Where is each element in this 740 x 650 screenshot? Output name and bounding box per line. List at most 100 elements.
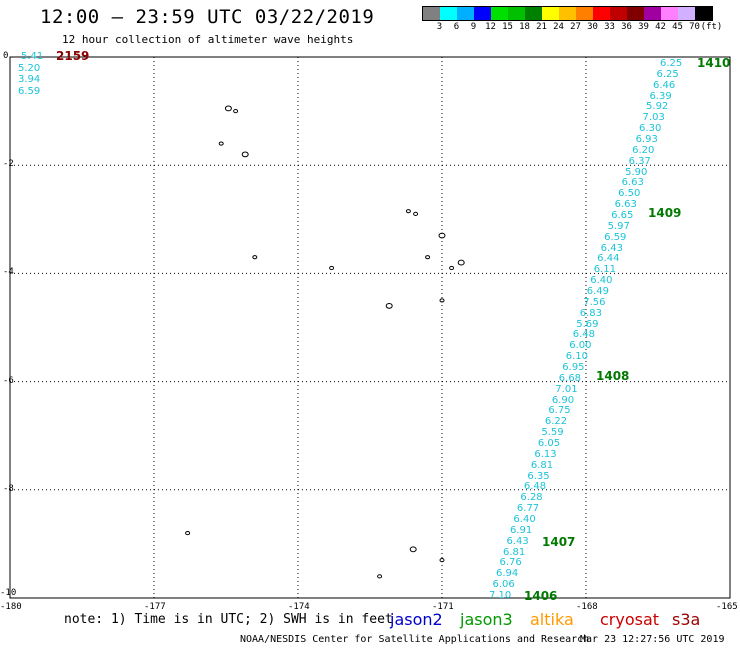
page-subtitle: 12 hour collection of altimeter wave hei…: [62, 33, 354, 46]
x-tick-label: -180: [0, 602, 22, 612]
track-swh-value: 6.75: [548, 405, 571, 417]
track-swh-value: 5.69: [576, 318, 599, 330]
colorbar-label: 70: [689, 22, 700, 32]
x-tick-label: -177: [144, 602, 166, 612]
track-swh-value: 5.90: [625, 166, 648, 178]
track-swh-value: 6.63: [614, 199, 637, 211]
island-outline: [385, 302, 393, 309]
satellite-legend-jason3: jason3: [460, 610, 513, 629]
colorbar-label: 42: [655, 22, 666, 32]
colorbar-swatch: [542, 7, 559, 20]
track-swh-value: 6.48: [523, 481, 547, 493]
island-outline: [439, 298, 445, 303]
map-frame: [9, 56, 731, 599]
track-swh-value: 6.05: [537, 438, 561, 449]
track-swh-value: 5.92: [646, 101, 669, 113]
colorbar-swatch: [559, 7, 576, 20]
x-tick-label: -174: [288, 602, 310, 612]
satellite-legend-cryosat: cryosat: [600, 610, 660, 629]
colorbar-swatch: [576, 7, 593, 20]
pass-time-label: 1410: [697, 56, 731, 70]
track-swh-value: 6.91: [509, 524, 533, 536]
track-swh-value: 6.48: [572, 329, 596, 341]
pass-time-label: 1406: [524, 589, 558, 603]
island-outline: [377, 574, 383, 579]
track-swh-value: 5.97: [607, 220, 630, 232]
colorbar-swatch: [610, 7, 627, 20]
colorbar-swatch: [508, 7, 525, 20]
track-swh-value: 6.94: [495, 568, 519, 580]
island-outline: [438, 232, 446, 239]
track-swh-value: 6.68: [558, 372, 582, 384]
track-swh-value: 6.20: [632, 144, 655, 156]
island-outline: [449, 265, 455, 271]
x-tick-label: -165: [716, 602, 738, 612]
satellite-legend-s3a: s3a: [672, 610, 701, 629]
colorbar-label: 15: [502, 22, 513, 32]
colorbar-label: 21: [536, 22, 547, 32]
colorbar-swatch: [423, 7, 440, 20]
island-outline: [425, 255, 431, 260]
track-swh-value: 6.46: [653, 79, 676, 91]
track-swh-value: 6.77: [516, 503, 540, 515]
track-swh-value: 6.43: [600, 242, 623, 254]
colorbar-label: 33: [604, 22, 615, 32]
track-swh-value: 6.90: [551, 394, 575, 406]
island-outline: [233, 109, 239, 114]
track-swh-value: 6.39: [649, 90, 672, 102]
track-swh-value: 6.00: [569, 340, 592, 352]
track-swh-value: 6.49: [586, 286, 609, 297]
track-swh-value: 6.93: [635, 134, 658, 145]
colorbar-swatch: [695, 7, 712, 20]
colorbar-swatch: [440, 7, 457, 20]
colorbar-label: 45: [672, 22, 683, 32]
y-tick-label: -6: [3, 375, 14, 386]
satellite-legend-jason2: jason2: [390, 610, 443, 629]
track-swh-value: 5.59: [541, 427, 564, 439]
track-swh-value: 6.50: [618, 188, 641, 200]
island-outlines: [185, 105, 465, 579]
x-tick-label: -171: [432, 602, 454, 612]
track-swh-value: 7.10: [489, 590, 512, 601]
colorbar-swatch: [474, 7, 491, 20]
y-tick-label: -4: [3, 267, 14, 278]
colorbar-swatch: [457, 7, 474, 20]
track-swh-value: 6.83: [579, 307, 602, 319]
island-outline: [413, 211, 419, 216]
y-tick-label: -8: [3, 483, 14, 494]
corner-swh-value: 5.41: [21, 51, 44, 62]
colorbar-swatch: [525, 7, 542, 20]
colorbar-label: 9: [470, 22, 477, 32]
track-swh-value: 6.59: [604, 231, 627, 243]
y-tick-label: 0: [3, 51, 9, 61]
corner-swh-value: 6.59: [18, 85, 41, 97]
track-swh-value: 6.30: [639, 123, 662, 135]
track-swh-value: 7.01: [555, 383, 578, 395]
timestamp-text: Mar 23 12:27:56 UTC 2019: [580, 634, 725, 645]
track-swh-value: 6.76: [499, 557, 522, 569]
colorbar-swatch: [661, 7, 678, 20]
colorbar-swatch: [678, 7, 695, 20]
colorbar-label: 6: [453, 22, 460, 32]
track-swh-value: 6.81: [530, 459, 554, 471]
page-title: 12:00 — 23:59 UTC 03/22/2019: [40, 6, 375, 28]
track-swh-value: 6.40: [590, 275, 613, 287]
track-swh-value: 6.65: [611, 210, 634, 221]
track-swh-value: 6.95: [562, 362, 585, 373]
y-tick-label: -10: [0, 588, 17, 598]
pass-time-label: 1408: [596, 369, 630, 383]
colorbar-swatch: [644, 7, 661, 20]
colorbar-swatch: [491, 7, 508, 20]
colorbar-label: 12: [485, 22, 496, 32]
track-swh-value: 6.13: [534, 448, 557, 460]
track-swh-value: 6.06: [492, 579, 515, 591]
track-swh-value: 6.10: [565, 351, 589, 363]
island-outline: [185, 530, 191, 536]
track-swh-value: 6.11: [593, 264, 616, 276]
track-swh-value: 6.22: [544, 416, 568, 428]
corner-swh-value: 5.20: [18, 62, 41, 74]
satellite-legend-altika: altika: [530, 610, 574, 629]
track-swh-value: 7.56: [583, 296, 606, 308]
colorbar-swatch: [627, 7, 644, 20]
